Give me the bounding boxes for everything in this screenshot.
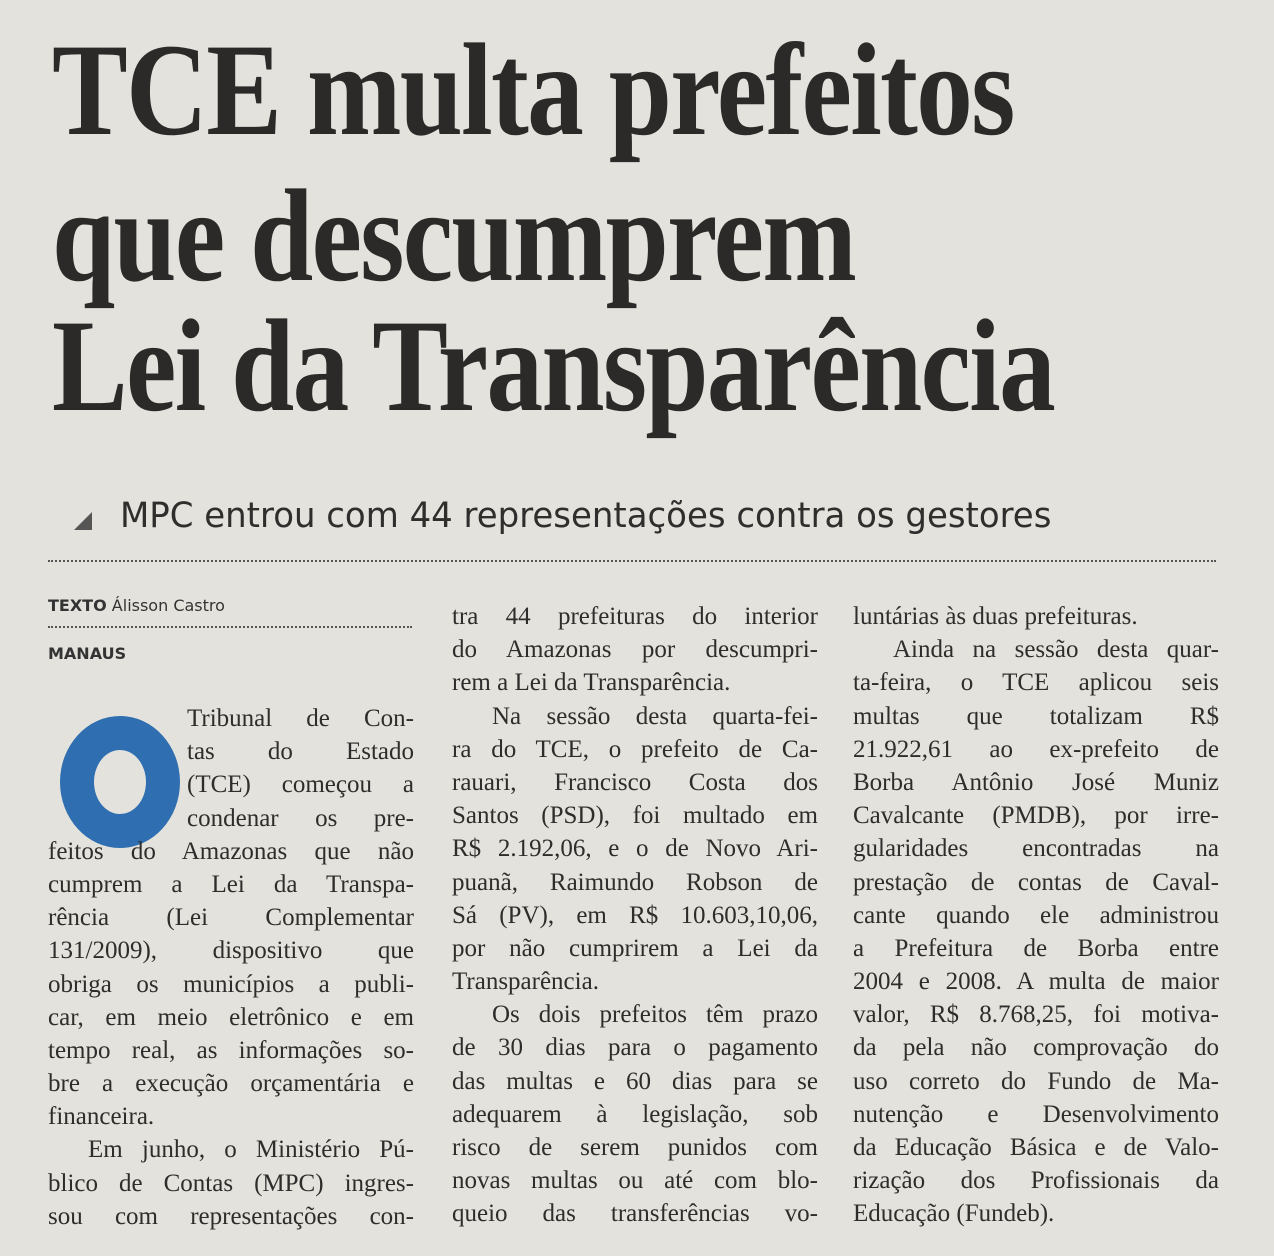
text-line: cante quando ele administrou xyxy=(853,901,1219,929)
text-line: financeira. xyxy=(48,1103,155,1131)
text-line: luntárias às duas prefeituras. xyxy=(853,603,1138,630)
dotted-divider xyxy=(48,560,1216,562)
text-line: R$ 2.192,06, e o de Novo Ari- xyxy=(452,835,818,863)
headline-line-2: que descumprem xyxy=(52,162,857,309)
subheadline: MPC entrou com 44 representações contra … xyxy=(120,496,1052,536)
text-line: a Prefeitura de Borba entre xyxy=(853,934,1219,962)
text-line: tra 44 prefeituras do interior xyxy=(452,603,818,630)
text-line: bre a execução orçamentária e xyxy=(48,1070,414,1098)
text-line: tempo real, as informações so- xyxy=(48,1036,414,1064)
text-line: risco de serem punidos com xyxy=(452,1134,818,1161)
text-line: do Amazonas por descumpri- xyxy=(452,636,818,664)
headline-line-3: Lei da Transparência xyxy=(52,292,1056,439)
text-line: 2004 e 2008. A multa de maior xyxy=(853,968,1219,996)
text-line: car, em meio eletrônico e em xyxy=(48,1003,414,1031)
byline-divider xyxy=(48,626,412,628)
text-line: Em junho, o Ministério Pú- xyxy=(88,1136,414,1164)
text-line: Os dois prefeitos têm prazo xyxy=(492,1001,818,1029)
byline-author: Álisson Castro xyxy=(111,596,225,615)
text-line: cumprem a Lei da Transpa- xyxy=(48,870,414,898)
text-line: rização dos Profissionais da xyxy=(853,1167,1219,1195)
text-line: rauari, Francisco Costa dos xyxy=(452,768,818,796)
text-line: rem a Lei da Transparência. xyxy=(452,669,731,697)
text-line: blico de Contas (MPC) ingres- xyxy=(48,1169,414,1197)
text-line: valor, R$ 8.768,25, foi motiva- xyxy=(853,1001,1219,1029)
text-line: da pela não comprovação do xyxy=(853,1034,1219,1062)
triangle-bullet-icon xyxy=(74,512,92,530)
text-line: sou com representações con- xyxy=(48,1202,414,1230)
article-column-1: Tribunal de Con-tas do Estado (TCE) começ… xyxy=(48,702,414,1233)
text-line: ra do TCE, o prefeito de Ca- xyxy=(452,735,818,763)
text-line: (TCE) começou a xyxy=(187,771,414,799)
text-line: Sá (PV), em R$ 10.603,10,06, xyxy=(452,901,818,929)
text-line: 21.922,61 ao ex-prefeito de xyxy=(853,735,1219,763)
text-line: novas multas ou até com blo- xyxy=(452,1167,818,1195)
text-line: condenar os pre- xyxy=(187,804,414,832)
text-line: Educação (Fundeb). xyxy=(853,1200,1055,1228)
text-line: Borba Antônio José Muniz xyxy=(853,768,1219,796)
text-line: adequarem à legislação, sob xyxy=(452,1100,818,1128)
byline-label: TEXTO xyxy=(48,596,107,615)
text-line: Cavalcante (PMDB), por irre- xyxy=(853,802,1219,830)
text-line: nutenção e Desenvolvimento xyxy=(853,1100,1219,1128)
text-line: prestação de contas de Caval- xyxy=(853,868,1219,896)
text-line: gularidades encontradas na xyxy=(853,835,1219,863)
text-line: Santos (PSD), foi multado em xyxy=(452,802,818,830)
text-line: de 30 dias para o pagamento xyxy=(452,1034,818,1062)
text-line: tas do Estado xyxy=(187,738,414,766)
article-column-3: luntárias às duas prefeituras. Ainda na s… xyxy=(853,600,1219,1231)
text-line: multas que totalizam R$ xyxy=(853,702,1219,730)
text-line: das multas e 60 dias para se xyxy=(452,1067,818,1095)
headline-line-1: TCE multa prefeitos xyxy=(52,16,1015,163)
text-line: ta-feira, o TCE aplicou seis xyxy=(853,669,1219,697)
text-line: feitos do Amazonas que não xyxy=(48,837,414,865)
text-line: uso correto do Fundo de Ma- xyxy=(853,1067,1219,1095)
article-column-2: tra 44 prefeituras do interior do Amazona… xyxy=(452,600,818,1231)
text-line: Ainda na sessão desta quar- xyxy=(893,636,1219,664)
text-line: da Educação Básica e de Valo- xyxy=(853,1134,1219,1161)
text-line: rência (Lei Complementar xyxy=(48,904,414,932)
text-line: Tribunal de Con- xyxy=(187,705,414,732)
text-line: 131/2009), dispositivo que xyxy=(48,937,414,965)
byline: TEXTO Álisson Castro xyxy=(48,596,225,615)
text-line: por não cumprirem a Lei da xyxy=(452,934,818,962)
text-line: obriga os municípios a publi- xyxy=(48,970,414,998)
dateline-city: MANAUS xyxy=(48,644,127,663)
text-line: Transparência. xyxy=(452,968,599,996)
text-line: Na sessão desta quarta-fei- xyxy=(492,702,818,730)
text-line: queio das transferências vo- xyxy=(452,1200,818,1228)
text-line: puanã, Raimundo Robson de xyxy=(452,868,818,896)
